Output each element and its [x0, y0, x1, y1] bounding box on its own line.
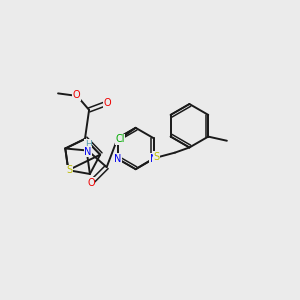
Text: Cl: Cl	[116, 134, 125, 144]
Text: N: N	[84, 147, 92, 157]
Text: O: O	[73, 91, 80, 100]
Text: H: H	[85, 140, 92, 149]
Text: O: O	[104, 98, 112, 108]
Text: S: S	[153, 152, 159, 162]
Text: S: S	[66, 165, 72, 175]
Text: O: O	[87, 178, 95, 188]
Text: N: N	[150, 154, 157, 164]
Text: N: N	[114, 154, 122, 164]
